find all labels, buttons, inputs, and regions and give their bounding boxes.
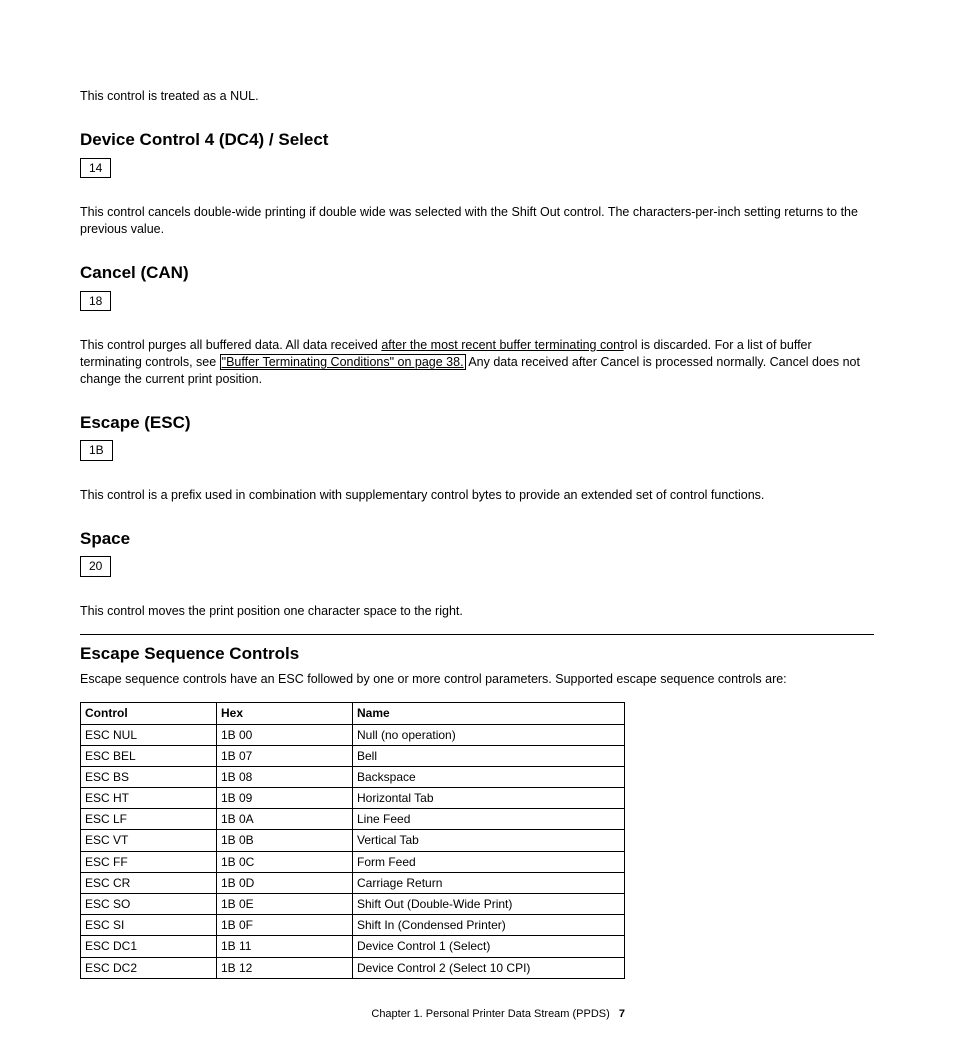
buffer-terminating-link[interactable]: "Buffer Terminating Conditions" on page … bbox=[220, 354, 466, 370]
can-code: 18 bbox=[80, 291, 111, 311]
cell-hex: 1B 0C bbox=[217, 851, 353, 872]
table-row: ESC SI1B 0FShift In (Condensed Printer) bbox=[81, 915, 625, 936]
seq-intro: Escape sequence controls have an ESC fol… bbox=[80, 671, 874, 688]
space-code: 20 bbox=[80, 556, 111, 576]
cell-name: Vertical Tab bbox=[353, 830, 625, 851]
cell-control: ESC SI bbox=[81, 915, 217, 936]
section-divider bbox=[80, 634, 874, 635]
cell-control: ESC HT bbox=[81, 788, 217, 809]
can-underlined-1: after the most recent buffer terminating… bbox=[381, 338, 623, 352]
dc4-heading: Device Control 4 (DC4) / Select bbox=[80, 129, 874, 152]
esc-text: This control is a prefix used in combina… bbox=[80, 487, 874, 504]
cell-hex: 1B 00 bbox=[217, 724, 353, 745]
cell-hex: 1B 0F bbox=[217, 915, 353, 936]
seq-heading: Escape Sequence Controls bbox=[80, 643, 874, 666]
cell-hex: 1B 12 bbox=[217, 957, 353, 978]
esc-code: 1B bbox=[80, 440, 113, 460]
cell-hex: 1B 0E bbox=[217, 894, 353, 915]
cell-control: ESC CR bbox=[81, 872, 217, 893]
cell-name: Form Feed bbox=[353, 851, 625, 872]
cell-name: Backspace bbox=[353, 766, 625, 787]
space-heading: Space bbox=[80, 528, 874, 551]
can-pre: This control purges all buffered data. A… bbox=[80, 338, 381, 352]
table-row: ESC FF1B 0CForm Feed bbox=[81, 851, 625, 872]
cell-hex: 1B 09 bbox=[217, 788, 353, 809]
cell-name: Carriage Return bbox=[353, 872, 625, 893]
dc4-text: This control cancels double-wide printin… bbox=[80, 204, 874, 238]
col-hex: Hex bbox=[217, 703, 353, 724]
cell-name: Bell bbox=[353, 745, 625, 766]
cell-hex: 1B 0A bbox=[217, 809, 353, 830]
table-row: ESC VT1B 0BVertical Tab bbox=[81, 830, 625, 851]
cell-name: Shift Out (Double-Wide Print) bbox=[353, 894, 625, 915]
can-heading: Cancel (CAN) bbox=[80, 262, 874, 285]
footer-chapter: Chapter 1. Personal Printer Data Stream … bbox=[371, 1008, 609, 1020]
table-row: ESC DC21B 12Device Control 2 (Select 10 … bbox=[81, 957, 625, 978]
col-name: Name bbox=[353, 703, 625, 724]
cell-name: Device Control 2 (Select 10 CPI) bbox=[353, 957, 625, 978]
cell-hex: 1B 08 bbox=[217, 766, 353, 787]
intro-nul-text: This control is treated as a NUL. bbox=[80, 88, 874, 105]
table-row: ESC CR1B 0DCarriage Return bbox=[81, 872, 625, 893]
cell-name: Horizontal Tab bbox=[353, 788, 625, 809]
cell-control: ESC NUL bbox=[81, 724, 217, 745]
cell-hex: 1B 0D bbox=[217, 872, 353, 893]
table-row: ESC LF1B 0ALine Feed bbox=[81, 809, 625, 830]
table-row: ESC BEL1B 07Bell bbox=[81, 745, 625, 766]
cell-control: ESC DC2 bbox=[81, 957, 217, 978]
cell-control: ESC SO bbox=[81, 894, 217, 915]
table-row: ESC HT1B 09Horizontal Tab bbox=[81, 788, 625, 809]
table-row: ESC NUL1B 00Null (no operation) bbox=[81, 724, 625, 745]
page-footer: Chapter 1. Personal Printer Data Stream … bbox=[80, 1007, 625, 1022]
cell-control: ESC VT bbox=[81, 830, 217, 851]
esc-heading: Escape (ESC) bbox=[80, 412, 874, 435]
cell-name: Line Feed bbox=[353, 809, 625, 830]
table-row: ESC BS1B 08Backspace bbox=[81, 766, 625, 787]
space-text: This control moves the print position on… bbox=[80, 603, 874, 620]
cell-name: Shift In (Condensed Printer) bbox=[353, 915, 625, 936]
cell-control: ESC BS bbox=[81, 766, 217, 787]
cell-hex: 1B 07 bbox=[217, 745, 353, 766]
table-header-row: Control Hex Name bbox=[81, 703, 625, 724]
can-text: This control purges all buffered data. A… bbox=[80, 337, 874, 388]
cell-control: ESC FF bbox=[81, 851, 217, 872]
cell-control: ESC BEL bbox=[81, 745, 217, 766]
escape-sequence-table: Control Hex Name ESC NUL1B 00Null (no op… bbox=[80, 702, 625, 978]
col-control: Control bbox=[81, 703, 217, 724]
cell-name: Null (no operation) bbox=[353, 724, 625, 745]
table-row: ESC SO1B 0EShift Out (Double-Wide Print) bbox=[81, 894, 625, 915]
cell-control: ESC LF bbox=[81, 809, 217, 830]
dc4-code: 14 bbox=[80, 158, 111, 178]
cell-hex: 1B 0B bbox=[217, 830, 353, 851]
footer-page-number: 7 bbox=[619, 1008, 625, 1020]
